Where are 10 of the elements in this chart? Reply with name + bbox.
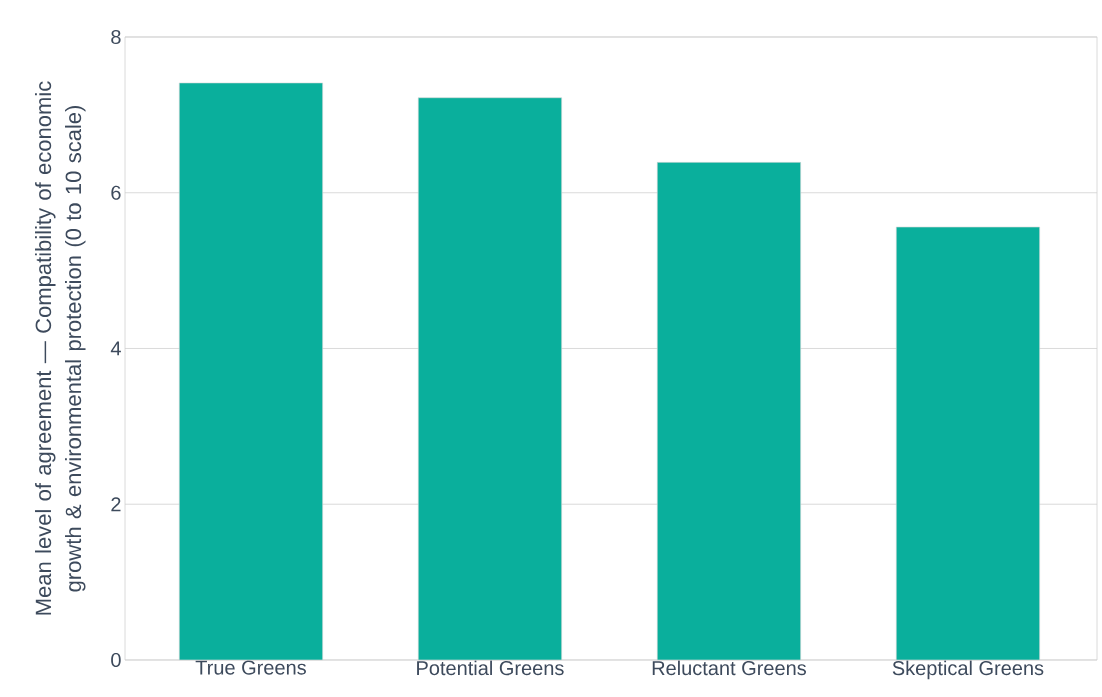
y-tick-label: 0 <box>111 652 121 668</box>
y-tick-label: 6 <box>111 185 121 200</box>
x-tick-label: Skeptical Greens <box>892 660 1044 680</box>
y-tick-label: 4 <box>110 341 121 356</box>
x-tick-label: True Greens <box>195 660 306 675</box>
x-tick-label: Reluctant Greens <box>652 660 807 676</box>
y-tick-label: 2 <box>111 497 121 512</box>
x-tick-label: Potential Greens <box>417 660 564 676</box>
y-axis-title: Mean level of agreement — Compatibility of economic growth & environmental protection (0 to 10 scale) <box>35 81 86 615</box>
y-tick-label: 8 <box>111 29 121 45</box>
